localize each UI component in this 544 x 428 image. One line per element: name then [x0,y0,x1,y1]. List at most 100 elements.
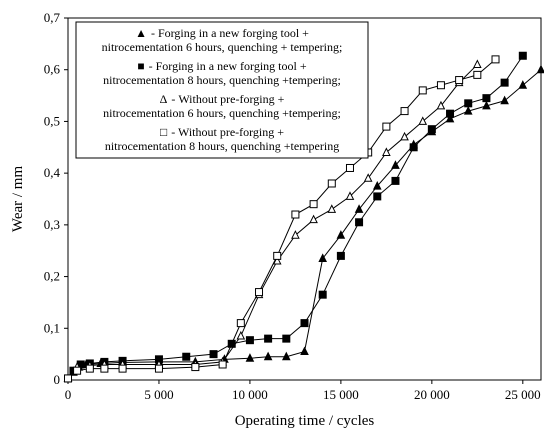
legend-entry: ■ - Forging in a new forging tool +nitroc… [103,59,341,87]
legend-text-line1: Δ- Without pre-forging + [160,92,285,106]
data-point [373,192,382,201]
data-point [218,360,227,369]
y-tick-label: 0 [54,372,61,387]
y-tick-label: 0,3 [44,217,60,232]
data-point [518,80,528,89]
data-point [327,179,336,188]
x-tick-label: 10 000 [232,387,268,402]
data-point [345,163,354,172]
data-point [300,319,309,328]
legend-text-line1: □ - Without pre-forging + [160,125,284,139]
data-point [446,109,455,118]
y-tick-label: 0,7 [44,10,61,25]
data-point [473,59,482,69]
series-line [67,64,478,379]
data-point [418,86,427,95]
y-tick-label: 0,6 [44,62,61,77]
x-axis-title: Operating time / cycles [235,413,375,428]
data-point [272,255,282,265]
x-tick-label: 20 000 [414,387,450,402]
data-point [182,352,191,361]
data-point [309,200,318,209]
legend-entry: □ - Without pre-forging +nitrocementation… [105,125,339,153]
legend-label-line2: nitrocementation 6 hours, quenching + te… [102,40,343,54]
x-tick-label: 5 000 [144,387,173,402]
data-point [118,364,127,373]
data-point [64,374,72,383]
data-point [264,334,273,343]
y-tick-label: 0,5 [44,113,60,128]
data-point [445,113,455,123]
data-point [382,147,391,156]
data-point [291,230,300,239]
data-point [391,176,400,185]
y-axis-title: Wear / mm [10,166,26,233]
legend-label-line2: nitrocementation 8 hours, quenching +tem… [105,139,339,153]
data-point [273,251,282,260]
plot-frame [67,17,542,381]
data-point [463,105,473,115]
data-point [464,99,473,108]
data-point [355,218,364,227]
ticks: 0 5 000 10 000 15 000 20 000 25 000 0 0,1 0,2 0,3… [44,10,541,402]
data-point [436,100,446,110]
data-point [236,330,246,340]
data-point [318,253,328,262]
data-point [427,125,436,134]
data-point [73,366,82,375]
legend-text-line1: ■ - Forging in a new forging tool + [137,59,306,73]
data-point [436,81,445,90]
axes: Operating time / cycles Wear / mm [10,17,542,428]
legend: ▲ - Forging in a new forging tool +nitroc… [75,21,369,159]
legend-text-line1: ▲ - Forging in a new forging tool + [135,26,309,40]
data-point [291,210,300,219]
legend-symbol: ▲ [135,26,147,40]
data-point [154,364,163,373]
data-point [500,78,509,87]
data-point [473,70,482,79]
series-4 [64,55,500,383]
data-point [418,116,428,125]
series-layer [63,51,544,383]
data-point [336,251,345,260]
data-point [400,107,409,116]
data-point [482,94,491,103]
data-point [500,95,509,105]
legend-symbol: □ [160,125,167,139]
y-tick-label: 0,2 [44,269,60,284]
x-tick-label: 15 000 [323,387,359,402]
data-point [245,353,255,362]
data-point [491,55,500,64]
legend-label-line1: - Without pre-forging + [171,125,284,139]
legend-label-line1: - Without pre-forging + [171,92,284,106]
y-tick-label: 0,1 [44,320,60,335]
data-point [455,76,464,85]
x-tick-label: 0 [65,387,72,402]
data-point [382,122,391,131]
legend-entry: Δ- Without pre-forging +nitrocementation… [103,92,341,120]
data-point [245,336,254,345]
data-point [336,230,346,239]
legend-box [75,21,369,159]
data-point [100,364,109,373]
data-point [409,143,418,152]
legend-symbol: Δ [160,92,168,106]
data-point [282,334,291,343]
legend-label-line1: - Forging in a new forging tool + [151,26,309,40]
legend-label-line2: nitrocementation 8 hours, quenching +tem… [103,73,341,87]
data-point [327,204,337,213]
legend-entry: ▲ - Forging in a new forging tool +nitroc… [102,26,343,54]
x-tick-label: 25 000 [505,387,541,402]
legend-label-line1: - Forging in a new forging tool + [149,59,307,73]
data-point [85,364,94,373]
data-point [482,100,491,110]
data-point [354,204,364,213]
data-point [400,131,409,141]
data-point [236,319,245,328]
data-point [191,363,200,372]
data-point [300,346,309,356]
data-point [255,288,264,297]
data-point [263,351,273,361]
